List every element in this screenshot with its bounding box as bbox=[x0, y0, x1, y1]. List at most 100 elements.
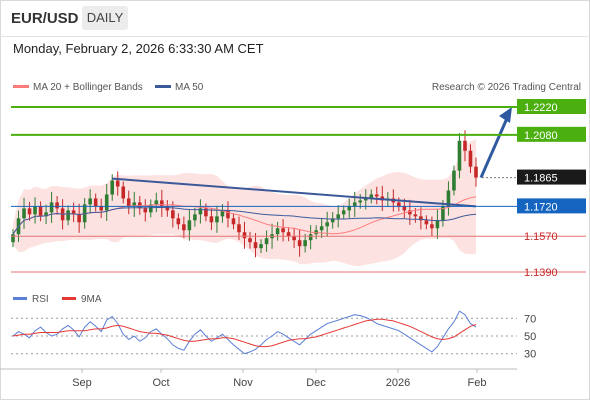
candle-body bbox=[468, 150, 473, 167]
candle-body bbox=[66, 210, 70, 221]
candle-body bbox=[231, 218, 236, 225]
period-tab[interactable]: DAILY bbox=[82, 6, 128, 30]
candle-body bbox=[121, 186, 126, 199]
candle-body bbox=[446, 190, 451, 207]
candle-body bbox=[171, 210, 175, 219]
ma20-legend-label: MA 20 + Bollinger Bands bbox=[33, 82, 143, 93]
candle-body bbox=[93, 198, 98, 207]
candle-body bbox=[77, 214, 81, 223]
x-tick-label: Nov bbox=[233, 377, 253, 389]
candle-body bbox=[457, 140, 462, 171]
rsi-layer: 70 50 30 bbox=[11, 310, 536, 361]
candle-body bbox=[160, 200, 164, 207]
candle-body bbox=[264, 238, 269, 245]
candle-body bbox=[154, 200, 159, 205]
candle-body bbox=[182, 224, 186, 231]
candle-body bbox=[474, 166, 478, 178]
candle-body bbox=[308, 234, 313, 241]
candle-body bbox=[165, 206, 170, 211]
x-tick-label: Oct bbox=[152, 377, 169, 389]
support-level-label: 1.1390 bbox=[524, 267, 558, 279]
candle-body bbox=[259, 244, 263, 249]
bollinger-band-fill bbox=[13, 139, 476, 267]
candle-body bbox=[38, 206, 43, 217]
ma50-legend-swatch bbox=[155, 85, 171, 88]
candle-body bbox=[463, 140, 467, 151]
pivot-level-label-bg bbox=[517, 198, 586, 214]
candle-body bbox=[237, 224, 241, 233]
candle-body bbox=[358, 200, 363, 203]
candle-body bbox=[419, 216, 423, 221]
target-arrow-head bbox=[499, 107, 512, 123]
candle-body bbox=[22, 208, 26, 219]
candle-body bbox=[148, 204, 153, 213]
ma20-legend-swatch bbox=[13, 85, 29, 88]
candle-body bbox=[374, 194, 379, 197]
candle-body bbox=[110, 180, 115, 195]
trendline bbox=[112, 177, 477, 208]
candle-body bbox=[253, 242, 258, 249]
x-tick-label: Dec bbox=[306, 377, 326, 389]
candle-body bbox=[27, 208, 32, 215]
candle-body bbox=[363, 198, 368, 201]
candle-body bbox=[441, 206, 445, 221]
candle-body bbox=[248, 238, 252, 243]
price-layer bbox=[11, 107, 512, 267]
candle-body bbox=[242, 232, 247, 239]
ma50-line bbox=[12, 207, 477, 235]
candle-body bbox=[325, 222, 329, 227]
candle-body bbox=[226, 210, 230, 219]
x-tick-label: 2026 bbox=[386, 377, 410, 389]
candle-body bbox=[209, 216, 214, 223]
candle-body bbox=[303, 240, 307, 247]
candle-body bbox=[104, 194, 109, 211]
candle-body bbox=[352, 202, 357, 207]
target-level-label-bg bbox=[517, 99, 586, 114]
candle-body bbox=[347, 206, 352, 211]
chart-datetime: Monday, February 2, 2026 6:33:30 AM CET bbox=[13, 41, 264, 56]
candle-body bbox=[413, 214, 418, 217]
candle-body bbox=[187, 220, 192, 231]
candle-body bbox=[292, 236, 296, 241]
legend-ma50: MA 50 bbox=[155, 82, 204, 93]
candle-body bbox=[220, 210, 225, 217]
symbol-title: EUR/USD bbox=[11, 10, 79, 27]
legend-ma20: MA 20 + Bollinger Bands bbox=[13, 82, 143, 93]
candle-body bbox=[99, 206, 103, 211]
candle-body bbox=[314, 230, 318, 235]
candle-body bbox=[319, 226, 324, 231]
pivot-level-label: 1.1720 bbox=[524, 201, 558, 213]
support-level-label: 1.1570 bbox=[524, 231, 558, 243]
rsi-ma-line bbox=[12, 318, 477, 348]
candle-body bbox=[408, 210, 412, 215]
candle-body bbox=[424, 220, 429, 225]
candle-body bbox=[330, 218, 335, 223]
candle-body bbox=[11, 234, 15, 243]
candle-body bbox=[297, 240, 302, 247]
x-tick-label: Sep bbox=[72, 377, 92, 389]
candle-body bbox=[281, 228, 285, 233]
candle-body bbox=[341, 210, 346, 215]
candle-body bbox=[126, 198, 131, 207]
rsi-legend-label: RSI bbox=[32, 294, 49, 305]
candle-body bbox=[115, 180, 120, 187]
candle-body bbox=[143, 208, 148, 213]
candle-body bbox=[198, 208, 203, 215]
candle-body bbox=[132, 202, 137, 207]
candle-body bbox=[430, 224, 434, 229]
rsi-ma-legend-swatch bbox=[62, 297, 76, 300]
candle-body bbox=[452, 170, 456, 191]
research-credit: Research © 2026 Trading Central bbox=[432, 82, 581, 93]
chart-header: EUR/USD DAILY bbox=[0, 0, 590, 37]
rsi-line bbox=[12, 310, 477, 355]
rsi-legend-swatch bbox=[13, 297, 27, 300]
candle-body bbox=[397, 202, 401, 207]
candle-body bbox=[33, 206, 37, 215]
candle-body bbox=[336, 214, 341, 219]
rsi-ma-legend-label: 9MA bbox=[81, 294, 102, 305]
candle-body bbox=[55, 202, 59, 209]
candle-body bbox=[275, 228, 280, 235]
rsi-level-label: 50 bbox=[524, 331, 536, 343]
target-arrow-line bbox=[479, 115, 510, 179]
